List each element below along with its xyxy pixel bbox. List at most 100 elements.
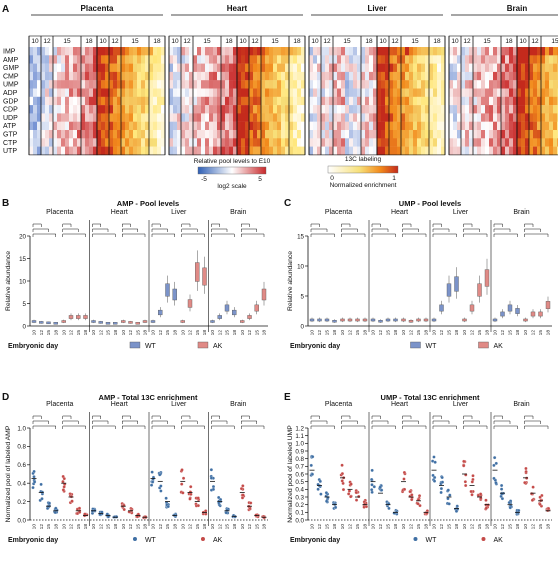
heatmap-cell [441,88,446,97]
legend-wt-swatch [410,341,421,349]
heatmap-cell [121,71,126,81]
data-point [439,490,443,495]
heatmap-cell [273,138,278,147]
heatmap-cell [413,88,418,97]
heatmap-cell [425,138,430,147]
heatmap-cell [525,96,530,106]
heatmap-cell [405,138,410,147]
heatmap-cell [341,138,346,147]
significance-bracket [402,425,427,429]
heatmap-cell [353,130,358,139]
heatmap-cell [481,55,486,64]
heatmap-cell [393,138,398,147]
heatmap-cell [313,88,318,97]
heatmap-cell [229,121,234,131]
heatmap-cell [313,55,318,64]
heatmap-cell [465,138,470,147]
heatmap-cell [125,113,130,122]
heatmap-cell [329,130,334,139]
heatmap-cell [129,96,134,106]
heatmap-cell [449,96,454,106]
heatmap-cell [61,47,66,56]
heatmap-cell [457,121,462,131]
heatmap-cell [421,105,426,114]
heatmap-cell [353,105,358,114]
box-mark [370,318,376,322]
heatmap-cell [65,146,70,156]
heatmap-cell [217,138,222,147]
heatmap-cell [401,146,406,156]
x-tick-label: 10 [371,330,377,336]
heatmap-cell [233,47,238,56]
heatmap-cell [241,71,246,81]
heatmap-cell [461,88,466,97]
heatmap-cell [233,146,238,156]
heatmap-cell [517,121,522,131]
box-mark [165,283,170,297]
heatmap-cell [341,55,346,64]
heatmap-cell [469,96,474,106]
heatmap-cell [53,63,58,73]
data-point [349,495,353,499]
day-label: 18 [365,38,373,45]
heatmap-cell [437,71,442,81]
heatmap-cell [225,146,230,156]
heatmap-cell [225,121,230,131]
heatmap-cell [477,138,482,147]
heatmap-cell [81,113,86,122]
data-point [33,480,37,484]
heatmap-cell [337,105,342,114]
heatmap-cell [37,146,42,156]
heatmap-cell [157,80,162,89]
heatmap-cell [293,88,298,97]
heatmap-cell [253,47,258,56]
heatmap-cell [357,105,362,114]
heatmap-cell [217,121,222,131]
heatmap-cell [457,138,462,147]
x-tick-label: 15 [135,524,141,530]
heatmap-cell [213,96,218,106]
data-point [311,455,315,459]
heatmap-cell [281,130,286,139]
heatmap-cell [509,130,514,139]
data-point [432,479,437,483]
data-point [32,469,36,474]
box-mark [545,301,551,309]
heatmap-cell [153,105,158,114]
x-tick-label: 12 [348,330,354,336]
heatmap-cell [545,146,550,156]
heatmap-cell [73,146,78,156]
box-mark [105,322,111,325]
heatmap-cell [109,47,114,56]
heatmap-cell [433,88,438,97]
data-point [45,506,50,511]
data-point [188,497,192,501]
box-mark [224,304,230,312]
tissue-title: Placenta [81,4,114,13]
heatmap-cell [389,47,394,56]
heatmap-cell [433,71,438,81]
heatmap-cell [437,88,442,97]
heatmap-cell [349,146,354,156]
tissue-label: Liver [453,209,469,216]
heatmap-cell [281,105,286,114]
heatmap-cell [505,113,510,122]
heatmap-cell [433,80,438,89]
heatmap-cell [117,130,122,139]
heatmap-cell [249,80,254,89]
heatmap-cell [89,88,94,97]
heatmap-cell [549,130,554,139]
significance-bracket [32,415,42,419]
significance-bracket [432,233,457,237]
heatmap-cell [393,130,398,139]
heatmap-cell [405,88,410,97]
heatmap-cell [229,55,234,64]
heatmap-cell [125,63,130,73]
data-point [40,497,44,501]
heatmap-cell [245,63,250,73]
heatmap-cell [145,47,150,56]
x-tick-label: 12 [98,330,104,336]
heatmap-cell [485,130,490,139]
heatmap-cell [149,146,154,156]
heatmap-cell [73,138,78,147]
